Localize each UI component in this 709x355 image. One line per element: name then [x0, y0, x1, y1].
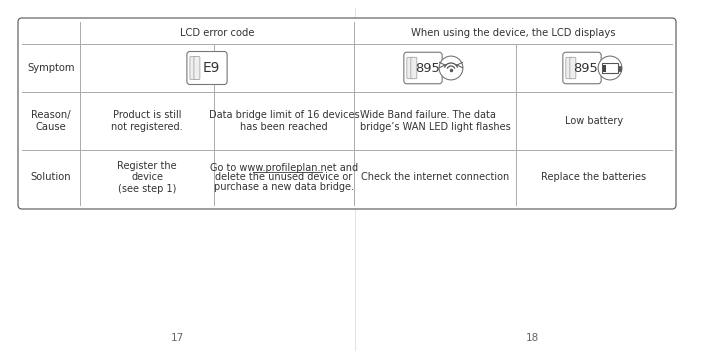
Text: Go to www.profileplan.net and: Go to www.profileplan.net and [210, 163, 358, 173]
Text: purchase a new data bridge.: purchase a new data bridge. [214, 182, 354, 192]
Text: 17: 17 [170, 333, 184, 343]
Circle shape [439, 56, 463, 80]
Text: When using the device, the LCD displays: When using the device, the LCD displays [411, 28, 615, 38]
FancyBboxPatch shape [18, 18, 676, 209]
Text: Symptom: Symptom [27, 63, 74, 73]
FancyBboxPatch shape [407, 57, 413, 79]
Text: E9: E9 [202, 61, 220, 75]
Bar [603, 65, 606, 71]
FancyBboxPatch shape [411, 57, 417, 79]
FancyBboxPatch shape [570, 57, 576, 79]
Circle shape [598, 56, 622, 80]
Text: 18: 18 [525, 333, 539, 343]
Text: Data bridge limit of 16 devices
has been reached: Data bridge limit of 16 devices has been… [208, 110, 359, 132]
FancyBboxPatch shape [404, 52, 442, 84]
Text: Register the
device
(see step 1): Register the device (see step 1) [117, 161, 177, 194]
FancyBboxPatch shape [563, 52, 601, 84]
Text: Solution: Solution [30, 173, 72, 182]
Text: Low battery: Low battery [565, 116, 623, 126]
FancyBboxPatch shape [566, 57, 572, 79]
Bar [618, 66, 620, 71]
FancyBboxPatch shape [194, 56, 200, 80]
FancyBboxPatch shape [187, 51, 227, 84]
Text: 895: 895 [415, 61, 440, 75]
Text: LCD error code: LCD error code [180, 28, 255, 38]
Bar [602, 63, 618, 73]
Text: Reason/
Cause: Reason/ Cause [31, 110, 71, 132]
Text: Check the internet connection: Check the internet connection [361, 173, 509, 182]
Text: Product is still
not registered.: Product is still not registered. [111, 110, 183, 132]
Text: Wide Band failure. The data
bridge’s WAN LED light flashes: Wide Band failure. The data bridge’s WAN… [359, 110, 510, 132]
Text: delete the unused device or: delete the unused device or [216, 173, 352, 182]
Text: 895: 895 [574, 61, 598, 75]
Text: Replace the batteries: Replace the batteries [542, 173, 647, 182]
FancyBboxPatch shape [190, 56, 196, 80]
